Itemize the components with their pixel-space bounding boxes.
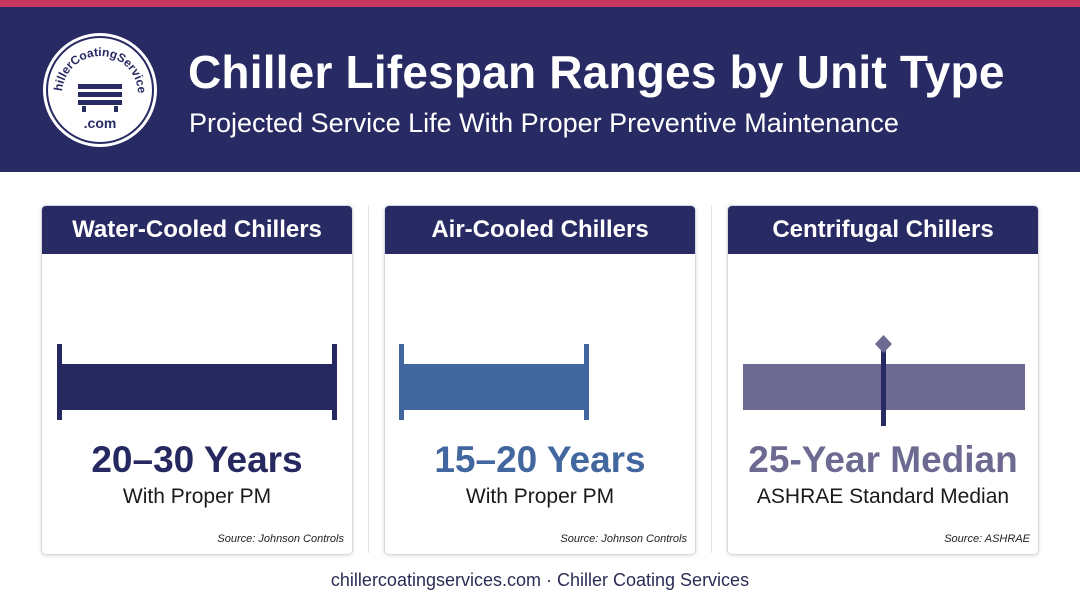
- range-bar: [401, 364, 587, 410]
- range-min-cap: [57, 344, 62, 420]
- chiller-unit-icon: [78, 84, 122, 112]
- median-marker-line: [881, 348, 886, 426]
- range-min-cap: [399, 344, 404, 420]
- card-title: Centrifugal Chillers: [728, 206, 1038, 254]
- range-max-cap: [332, 344, 337, 420]
- range-chart: [399, 344, 589, 420]
- range-value-label: 15–20 Years: [434, 439, 646, 480]
- median-marker-diamond: [875, 335, 892, 353]
- footer-credit: chillercoatingservices.com · Chiller Coa…: [330, 570, 750, 590]
- logo-com-text: .com: [84, 115, 117, 131]
- median-note: ASHRAE Standard Median: [756, 485, 1010, 508]
- median-value-label: 25-Year Median: [748, 439, 1018, 480]
- accent-stripe: [0, 0, 1080, 7]
- page-title: Chiller Lifespan Ranges by Unit Type: [188, 46, 1005, 98]
- source-note: Source: ASHRAE: [944, 533, 1030, 545]
- median-chart: [743, 335, 1025, 426]
- range-chart: [57, 344, 337, 420]
- card-title: Water-Cooled Chillers: [42, 206, 352, 254]
- air-cooled-card: Air-Cooled Chillers 15–20 Years With Pro…: [384, 205, 696, 555]
- water-cooled-card: Water-Cooled Chillers 20–30 Years With P…: [41, 205, 353, 555]
- range-bar: [59, 364, 335, 410]
- source-note: Source: Johnson Controls: [217, 533, 344, 545]
- range-note: With Proper PM: [122, 485, 272, 508]
- card-title: Air-Cooled Chillers: [385, 206, 695, 254]
- range-max-cap: [584, 344, 589, 420]
- centrifugal-card: Centrifugal Chillers 25-Year Median ASHR…: [727, 205, 1039, 555]
- range-value-label: 20–30 Years: [91, 439, 303, 480]
- page-subtitle: Projected Service Life With Proper Preve…: [189, 108, 899, 138]
- card-divider: [711, 205, 712, 553]
- source-note: Source: Johnson Controls: [560, 533, 687, 545]
- card-divider: [368, 205, 369, 553]
- range-note: With Proper PM: [465, 485, 615, 508]
